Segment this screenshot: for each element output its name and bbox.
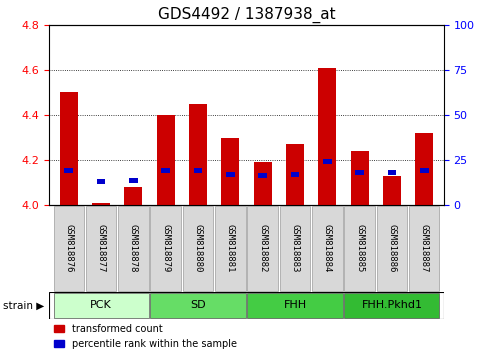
Text: GSM818883: GSM818883 [290, 224, 299, 273]
Bar [323, 159, 332, 164]
FancyBboxPatch shape [54, 206, 84, 291]
Text: strain ▶: strain ▶ [3, 300, 44, 310]
Bar [351, 151, 369, 205]
Bar [64, 168, 73, 173]
Bar [383, 176, 401, 205]
Bar [161, 168, 170, 173]
Bar [258, 173, 267, 178]
Bar [420, 168, 429, 173]
Text: GSM818879: GSM818879 [161, 224, 170, 273]
Bar [286, 144, 304, 205]
Bar [129, 178, 138, 183]
Title: GDS4492 / 1387938_at: GDS4492 / 1387938_at [158, 7, 335, 23]
FancyBboxPatch shape [54, 292, 148, 318]
Legend: transformed count, percentile rank within the sample: transformed count, percentile rank withi… [54, 324, 237, 349]
Text: GSM818887: GSM818887 [420, 224, 429, 273]
Text: GSM818878: GSM818878 [129, 224, 138, 273]
FancyBboxPatch shape [118, 206, 148, 291]
Text: FHH.Pkhd1: FHH.Pkhd1 [361, 300, 423, 310]
Bar [92, 203, 110, 205]
Bar [157, 115, 175, 205]
Bar [226, 172, 235, 177]
FancyBboxPatch shape [377, 206, 407, 291]
Bar [318, 68, 336, 205]
Text: PCK: PCK [90, 300, 112, 310]
Bar [189, 104, 207, 205]
Text: GSM818884: GSM818884 [323, 224, 332, 273]
Bar [194, 168, 203, 173]
Text: FHH: FHH [283, 300, 307, 310]
Text: GSM818876: GSM818876 [64, 224, 73, 273]
Bar [416, 133, 433, 205]
FancyBboxPatch shape [345, 206, 375, 291]
Bar [124, 187, 142, 205]
FancyBboxPatch shape [409, 206, 439, 291]
FancyBboxPatch shape [247, 292, 343, 318]
FancyBboxPatch shape [86, 206, 116, 291]
Bar [60, 92, 77, 205]
Bar [387, 170, 396, 175]
Text: SD: SD [190, 300, 206, 310]
Bar [97, 179, 106, 184]
FancyBboxPatch shape [312, 206, 343, 291]
Text: GSM818882: GSM818882 [258, 224, 267, 273]
Text: GSM818885: GSM818885 [355, 224, 364, 273]
Bar [355, 170, 364, 175]
FancyBboxPatch shape [150, 292, 246, 318]
Text: GSM818881: GSM818881 [226, 224, 235, 273]
Bar [254, 162, 272, 205]
FancyBboxPatch shape [345, 292, 439, 318]
Text: GSM818880: GSM818880 [194, 224, 203, 273]
Bar [221, 138, 239, 205]
FancyBboxPatch shape [280, 206, 310, 291]
FancyBboxPatch shape [150, 206, 181, 291]
Text: GSM818886: GSM818886 [387, 224, 396, 273]
FancyBboxPatch shape [215, 206, 246, 291]
Text: GSM818877: GSM818877 [97, 224, 106, 273]
Bar [290, 172, 299, 177]
FancyBboxPatch shape [247, 206, 278, 291]
FancyBboxPatch shape [183, 206, 213, 291]
